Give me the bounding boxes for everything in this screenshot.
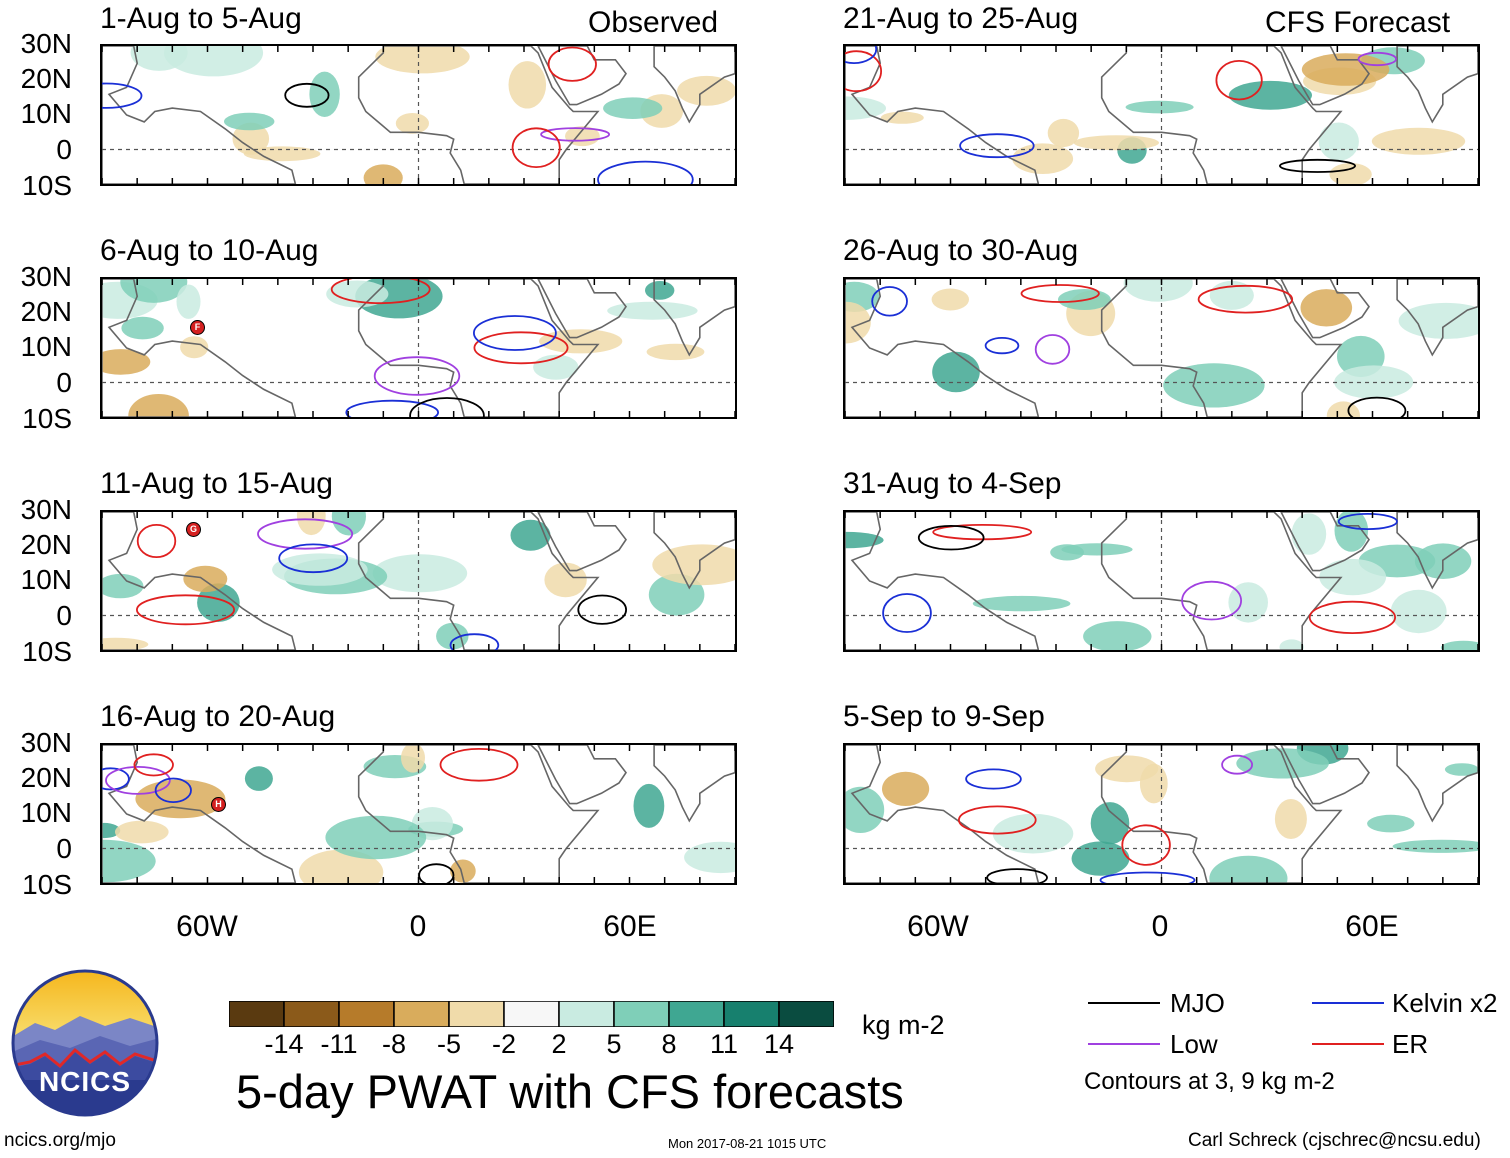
panel-title: 16-Aug to 20-Aug [100,700,336,733]
colorbar-swatch [338,1000,395,1028]
map-panel-forecast-2 [843,277,1480,419]
lat-label: 0 [56,134,72,165]
footer-author: Carl Schreck (cjschrec@ncsu.edu) [1188,1130,1481,1151]
lat-label: 10N [20,98,72,129]
legend-label-mjo: MJO [1170,988,1225,1018]
observed-label: Observed [588,6,719,39]
lon-label: 0 [409,910,427,943]
lat-label: 10N [20,797,72,828]
colorbar-tick: -2 [491,1029,516,1059]
panel-title: 5-Sep to 9-Sep [843,700,1045,733]
colorbar-swatch [503,1000,560,1028]
lat-label: 10N [20,331,72,362]
map-panel-observed-1 [100,44,737,186]
legend-label-low: Low [1170,1029,1218,1059]
map-panel-forecast-1 [843,44,1480,186]
lon-label: 60E [603,910,657,943]
colorbar-swatch [283,1000,340,1028]
storm-marker: G [186,522,201,537]
colorbar-swatch [393,1000,450,1028]
colorbar-tick: 5 [606,1029,622,1059]
panel-title: 26-Aug to 30-Aug [843,234,1079,267]
colorbar-tick: -14 [264,1029,304,1059]
map-panel-observed-4: H [100,743,737,885]
lat-label: 0 [56,367,72,398]
lat-label: 10S [22,869,72,900]
colorbar-swatch [613,1000,670,1028]
legend-note: Contours at 3, 9 kg m-2 [1084,1068,1335,1095]
colorbar-tick: 2 [551,1029,567,1059]
legend-label-kelvin: Kelvin x2 [1392,988,1498,1018]
colorbar-swatch [448,1000,505,1028]
colorbar-tick: -8 [381,1029,406,1059]
lon-label: 0 [1151,910,1169,943]
colorbar-swatch [558,1000,615,1028]
lat-label: 30N [20,727,72,758]
lat-label: 30N [20,28,72,59]
panel-title: 21-Aug to 25-Aug [843,2,1079,35]
colorbar-swatch [723,1000,780,1028]
lat-label: 20N [20,63,72,94]
colorbar-swatch [778,1000,835,1028]
map-panel-observed-2: F [100,277,737,419]
map-panel-observed-3: G [100,510,737,652]
chart-title: 5-day PWAT with CFS forecasts [236,1065,904,1118]
colorbar-swatch [668,1000,725,1028]
storm-marker: H [211,797,226,812]
legend-label-er: ER [1392,1029,1429,1059]
map-panel-forecast-4 [843,743,1480,885]
map-panel-forecast-3 [843,510,1480,652]
footer-timestamp: Mon 2017-08-21 1015 UTC [668,1136,827,1151]
lat-label: 10N [20,564,72,595]
colorbar-tick: 11 [709,1029,739,1059]
storm-marker: F [190,320,205,335]
footer-site-link[interactable]: ncics.org/mjo [4,1130,116,1151]
lat-label: 10S [22,170,72,201]
colorbar-swatch [228,1000,285,1028]
panel-title: 31-Aug to 4-Sep [843,467,1062,500]
lat-label: 0 [56,833,72,864]
logo-text: NCICS [38,1066,132,1097]
lat-label: 20N [20,296,72,327]
colorbar [228,1000,835,1028]
forecast-label: CFS Forecast [1265,6,1451,39]
lat-label: 10S [22,636,72,667]
lon-label: 60W [907,910,969,943]
lat-label: 0 [56,600,72,631]
colorbar-units: kg m-2 [862,1010,945,1040]
panel-title: 11-Aug to 15-Aug [100,467,333,500]
panel-title: 6-Aug to 10-Aug [100,234,319,267]
lon-label: 60E [1345,910,1399,943]
colorbar-tick: -11 [320,1029,358,1059]
legend-line-mjo [1088,1002,1160,1004]
colorbar-tick: -5 [436,1029,461,1059]
lat-label: 30N [20,494,72,525]
lat-label: 20N [20,762,72,793]
legend-line-kelvin [1312,1002,1384,1004]
legend-line-er [1312,1043,1384,1045]
lon-label: 60W [176,910,238,943]
lat-label: 10S [22,403,72,434]
legend-line-low [1088,1043,1160,1045]
colorbar-tick: 14 [763,1029,795,1059]
ncics-logo: NCICS [10,968,160,1118]
colorbar-tick: 8 [661,1029,677,1059]
lat-label: 30N [20,261,72,292]
lat-label: 20N [20,529,72,560]
panel-title: 1-Aug to 5-Aug [100,2,302,35]
